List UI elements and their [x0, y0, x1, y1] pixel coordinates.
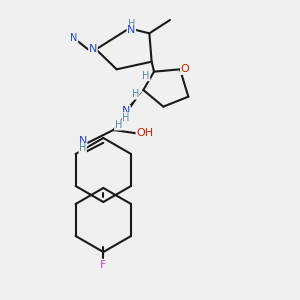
Text: N: N: [70, 33, 78, 43]
Polygon shape: [129, 90, 143, 108]
Text: OH: OH: [136, 128, 153, 138]
Text: F: F: [100, 260, 106, 270]
Text: H: H: [132, 89, 139, 99]
Text: H: H: [128, 19, 135, 29]
Text: H: H: [79, 143, 86, 153]
Text: H: H: [142, 71, 150, 81]
Text: N: N: [127, 25, 136, 35]
Text: N: N: [89, 44, 97, 54]
Text: H: H: [115, 120, 122, 130]
Text: N: N: [122, 106, 130, 116]
Text: O: O: [181, 64, 189, 74]
Text: N: N: [79, 136, 87, 146]
Text: H: H: [122, 113, 130, 123]
